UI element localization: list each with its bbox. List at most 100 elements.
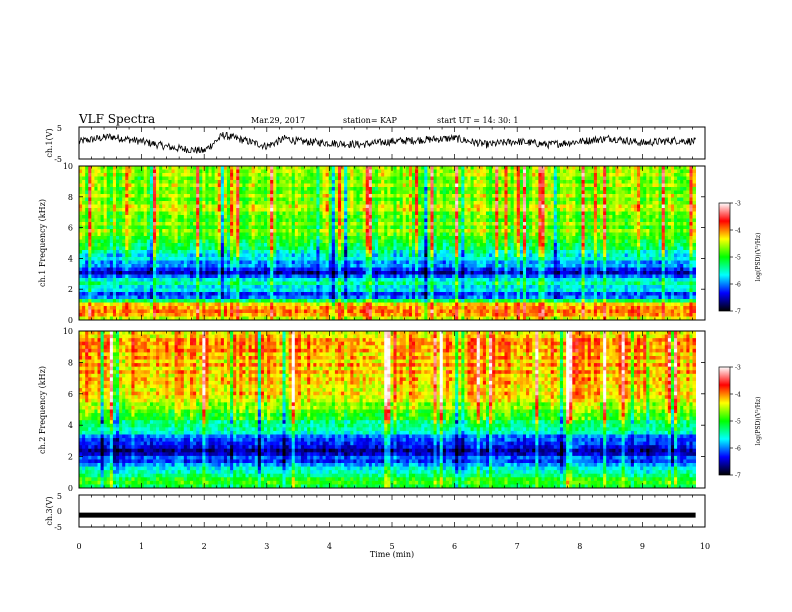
spectrogram-cell [473, 211, 478, 216]
spectrogram-cell [427, 211, 431, 216]
spectrogram-cell [618, 197, 623, 202]
spectrogram-cell [433, 166, 438, 170]
spectrogram-cell [596, 246, 601, 251]
spectrogram-cell [119, 173, 123, 177]
spectrogram-cell [131, 215, 135, 219]
spectrogram-cell [439, 169, 444, 174]
spectrogram-cell [649, 236, 653, 240]
spectrogram-cell [174, 190, 179, 195]
spectrogram-cell [353, 243, 357, 247]
spectrogram-cell [495, 176, 499, 181]
spectrogram-cell [384, 239, 388, 244]
spectrogram-cell [267, 236, 271, 240]
spectrogram-cell [174, 232, 179, 237]
spectrogram-cell [495, 250, 499, 254]
spectrogram-cell [186, 194, 191, 198]
spectrogram-cell [334, 239, 339, 244]
spectrogram-cell [581, 250, 586, 254]
spectrogram-cell [424, 204, 428, 209]
spectrogram-cell [445, 246, 450, 251]
spectrogram-cell [226, 225, 231, 230]
spectrogram-cell [143, 180, 148, 184]
spectrogram-cell [504, 208, 508, 212]
spectrogram-cell [535, 166, 539, 170]
spectrogram-cell [495, 225, 499, 230]
spectrogram-cell [476, 246, 481, 251]
spectrogram-cell [411, 187, 416, 191]
spectrogram-cell [279, 180, 283, 184]
spectrogram-cell [186, 176, 191, 181]
spectrogram-cell [408, 208, 413, 212]
spectrogram-cell [442, 169, 447, 174]
spectrogram-cell [402, 173, 407, 177]
spectrogram-cell [112, 180, 117, 184]
spectrogram-cell [541, 166, 545, 170]
spectrogram-cell [307, 204, 311, 209]
spectrogram-cell [362, 187, 367, 191]
spectrogram-cell [550, 197, 555, 202]
spectrogram-cell [556, 201, 561, 205]
spectrogram-cell [633, 250, 638, 254]
spectrogram-cell [455, 197, 459, 202]
spectrogram-cell [226, 232, 231, 237]
spectrogram-cell [103, 215, 108, 219]
spectrogram-cell [294, 169, 299, 174]
spectrogram-cell [350, 197, 354, 202]
spectrogram-cell [88, 229, 92, 233]
spectrogram-cell [593, 204, 598, 209]
spectrogram-cell [621, 194, 626, 198]
spectrogram-cell [495, 166, 499, 170]
spectrogram-cell [152, 246, 157, 251]
spectrogram-cell [331, 239, 336, 244]
spectrogram-cell [455, 236, 459, 240]
spectrogram-cell [341, 225, 345, 230]
spectrogram-cell [464, 236, 468, 240]
spectrogram-cell [270, 183, 274, 188]
spectrogram-cell [442, 187, 447, 191]
spectrogram-cell [445, 218, 450, 223]
spectrogram-cell [473, 246, 478, 251]
spectrogram-cell [482, 208, 487, 212]
spectrogram-cell [507, 243, 512, 247]
spectrogram-cell [621, 243, 626, 247]
spectrogram-cell [217, 250, 222, 254]
spectrogram-cell [448, 225, 453, 230]
spectrogram-cell [578, 183, 582, 188]
spectrogram-cell [526, 250, 530, 254]
spectrogram-cell [103, 180, 108, 184]
spectrogram-cell [609, 211, 613, 216]
spectrogram-cell [452, 236, 456, 240]
spectrogram-cell [547, 243, 552, 247]
spectrogram-cell [674, 208, 678, 212]
spectrogram-cell [526, 236, 530, 240]
spectrogram-cell [116, 180, 120, 184]
spectrogram-cell [322, 239, 327, 244]
spectrogram-cell [430, 190, 434, 195]
spectrogram-cell [683, 169, 687, 174]
spectrogram-cell [368, 187, 373, 191]
spectrogram-cell [125, 169, 129, 174]
spectrogram-cell [553, 180, 558, 184]
spectrogram-cell [180, 201, 185, 205]
spectrogram-cell [341, 187, 345, 191]
spectrogram-cell [371, 225, 376, 230]
spectrogram-cell [581, 194, 586, 198]
spectrogram-cell [251, 225, 256, 230]
spectrogram-cell [165, 204, 169, 209]
spectrogram-cell [424, 225, 428, 230]
spectrogram-cell [535, 246, 539, 251]
spectrogram-cell [590, 169, 595, 174]
spectrogram-cell [196, 211, 200, 216]
spectrogram-cell [97, 218, 101, 223]
spectrogram-cell [507, 176, 512, 181]
spectrogram-cell [267, 232, 271, 237]
spectrogram-cell [482, 232, 487, 237]
spectrogram-cell [529, 204, 533, 209]
spectrogram-cell [254, 211, 259, 216]
spectrogram-cell [606, 166, 610, 170]
spectrogram-cell [223, 218, 228, 223]
spectrogram-cell [495, 222, 499, 226]
spectrogram-cell [186, 211, 191, 216]
spectrogram-cell [433, 194, 438, 198]
spectrogram-cell [116, 239, 120, 244]
